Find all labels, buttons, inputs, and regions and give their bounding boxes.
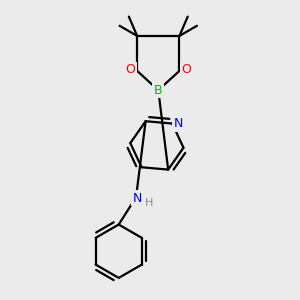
- Text: O: O: [182, 63, 191, 76]
- Text: B: B: [154, 84, 163, 97]
- Text: N: N: [173, 117, 183, 130]
- Text: N: N: [132, 192, 142, 205]
- Text: O: O: [125, 63, 135, 76]
- Text: H: H: [145, 198, 153, 208]
